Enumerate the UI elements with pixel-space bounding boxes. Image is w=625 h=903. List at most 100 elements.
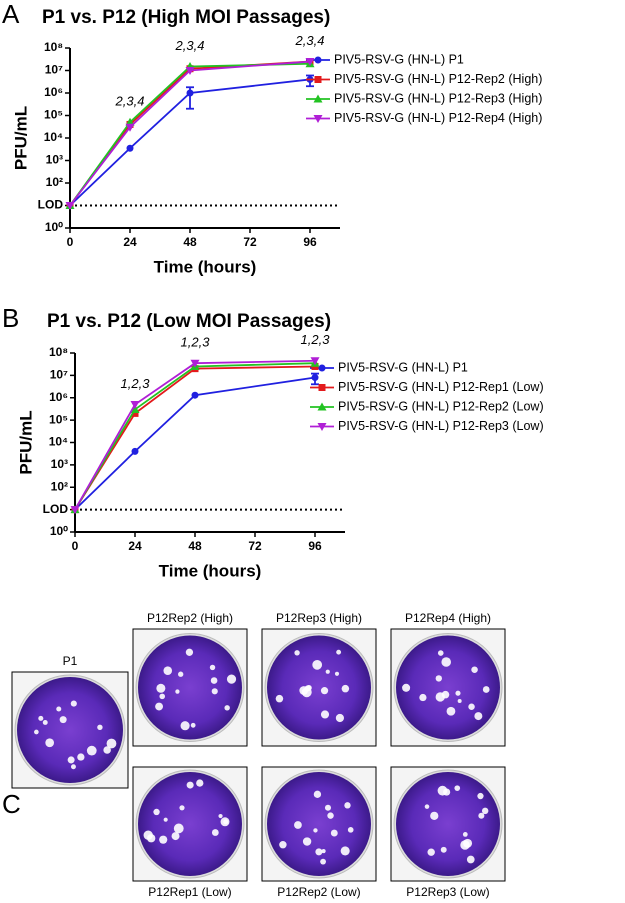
legend-label: PIV5-RSV-G (HN-L) P12-Rep4 (High) xyxy=(334,111,542,125)
plaque xyxy=(77,753,85,761)
plaque xyxy=(427,848,435,856)
legend-marker xyxy=(318,364,326,372)
plaque xyxy=(103,746,111,754)
plaque xyxy=(347,826,354,833)
plate-label: P12Rep3 (High) xyxy=(276,611,362,625)
legend-label: PIV5-RSV-G (HN-L) P12-Rep3 (Low) xyxy=(338,419,544,433)
y-tick-label: 10⁵ xyxy=(44,108,63,122)
plaque xyxy=(325,669,330,674)
plaque xyxy=(45,738,55,748)
plaque xyxy=(437,650,444,656)
y-tick-label: 10⁷ xyxy=(50,368,68,382)
x-tick-label: 96 xyxy=(308,539,322,553)
marker xyxy=(130,400,140,409)
y-tick-label: 10⁰ xyxy=(50,524,68,538)
plaque xyxy=(223,819,229,825)
plaque xyxy=(224,705,230,711)
plaque xyxy=(86,745,97,756)
plaque xyxy=(156,683,166,693)
plaque xyxy=(180,721,190,731)
plaque xyxy=(178,671,184,677)
plaque xyxy=(446,706,456,716)
legend-marker xyxy=(314,76,322,83)
plaque xyxy=(471,666,478,673)
y-tick-label: 10³ xyxy=(51,457,68,471)
plaque xyxy=(466,855,475,864)
plaque xyxy=(279,840,287,849)
plaque xyxy=(455,690,461,696)
panel-label: A xyxy=(2,0,20,29)
y-axis-label: PFU/mL xyxy=(16,410,35,474)
x-tick-label: 24 xyxy=(128,539,142,553)
legend-label: PIV5-RSV-G (HN-L) P12-Rep2 (High) xyxy=(334,72,542,86)
plaque xyxy=(335,713,344,723)
plaque xyxy=(185,648,194,656)
plaque xyxy=(196,779,204,787)
plate xyxy=(396,635,500,740)
x-tick-label: 0 xyxy=(72,539,79,553)
marker xyxy=(70,506,80,515)
plaque xyxy=(186,781,194,789)
marker xyxy=(305,58,315,67)
plate-label: P12Rep3 (Low) xyxy=(406,885,489,899)
x-tick-label: 72 xyxy=(243,235,257,249)
marker xyxy=(185,67,195,75)
plaque xyxy=(424,804,430,809)
plaque xyxy=(402,683,411,692)
annotation: 2,3,4 xyxy=(175,38,205,53)
plaque xyxy=(70,700,77,707)
plaque xyxy=(97,724,103,730)
y-tick-label: 10⁷ xyxy=(45,63,63,77)
plaque xyxy=(435,675,443,682)
x-tick-label: 0 xyxy=(67,235,74,249)
legend-marker xyxy=(314,56,322,64)
plate xyxy=(267,635,371,740)
plaque xyxy=(320,858,326,865)
chart-title: P1 vs. P12 (High MOI Passages) xyxy=(42,7,330,28)
plaque xyxy=(70,764,76,770)
series-line xyxy=(74,359,316,511)
plaque xyxy=(59,716,67,724)
plate-label: P12Rep2 (Low) xyxy=(277,885,360,899)
plaque xyxy=(440,846,447,853)
marker xyxy=(125,123,135,132)
plaque xyxy=(478,812,485,819)
legend-marker xyxy=(313,94,323,103)
x-tick-label: 24 xyxy=(123,235,137,249)
plaque xyxy=(171,832,180,841)
plaque xyxy=(430,811,439,820)
plaque xyxy=(106,738,117,749)
marker xyxy=(191,391,199,399)
plaque xyxy=(226,674,237,684)
y-tick-label: 10³ xyxy=(46,153,63,167)
y-tick-label: 10⁸ xyxy=(44,40,63,54)
plaque xyxy=(163,666,173,675)
plate-label: P1 xyxy=(63,654,78,668)
plaque xyxy=(155,702,164,711)
plate-label: P12Rep2 (High) xyxy=(147,611,233,625)
plaque xyxy=(344,802,351,809)
plaque xyxy=(324,804,332,811)
plate xyxy=(396,772,500,876)
plate-label: P12Rep4 (High) xyxy=(405,611,491,625)
plaque xyxy=(159,835,168,844)
y-tick-label: LOD xyxy=(38,198,64,212)
plaque xyxy=(34,729,39,735)
plaque xyxy=(209,664,216,671)
plaque xyxy=(179,805,185,811)
plaque xyxy=(210,677,218,684)
plaque xyxy=(334,671,340,676)
plaque xyxy=(441,657,452,667)
marker xyxy=(311,374,319,382)
plate-label: P12Rep1 (Low) xyxy=(148,885,231,899)
plaque xyxy=(460,840,470,850)
plaque xyxy=(211,688,218,695)
plaque xyxy=(330,829,338,837)
plaque xyxy=(312,659,323,670)
plaque xyxy=(443,788,451,796)
legend-marker xyxy=(318,384,326,391)
annotation: 1,2,3 xyxy=(121,376,151,391)
annotation: 1,2,3 xyxy=(181,335,211,350)
legend-marker xyxy=(313,115,323,123)
